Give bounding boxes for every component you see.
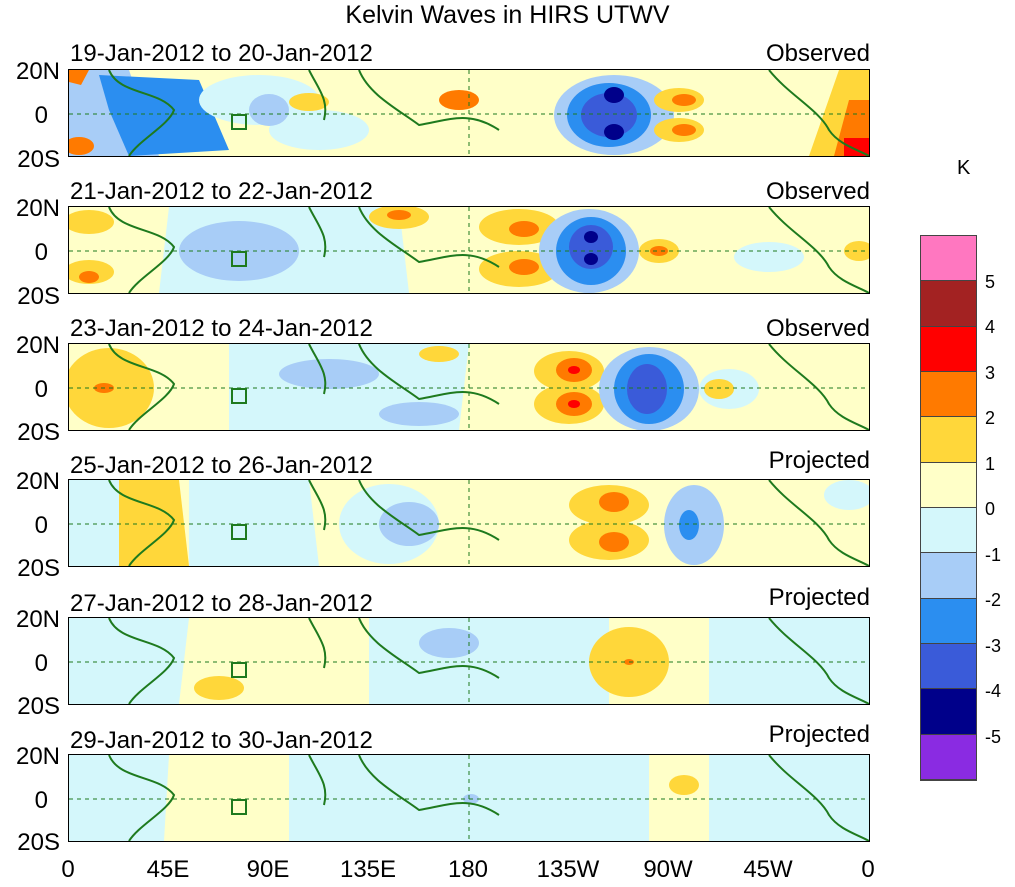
lon-label-45e: 45E: [146, 856, 190, 883]
colorbar-label-2: 2: [985, 408, 996, 428]
lat-label-0: 0: [34, 512, 48, 539]
panel-1-date-range: 19-Jan-2012 to 20-Jan-2012: [70, 40, 373, 67]
panel-4-date-range: 25-Jan-2012 to 26-Jan-2012: [70, 452, 373, 479]
lon-label-135e: 135E: [339, 856, 397, 883]
lat-label-0: 0: [34, 102, 48, 129]
colorbar: [920, 235, 977, 781]
lat-label-20s: 20S: [17, 555, 60, 582]
panel-4-status: Projected: [768, 447, 870, 474]
map-panel-4: [68, 479, 870, 567]
colorbar-segment: [921, 689, 976, 735]
map-panel-3: [68, 343, 870, 431]
colorbar-segment: [921, 417, 976, 463]
colorbar-segment: [921, 462, 976, 508]
lat-label-20n: 20N: [15, 332, 60, 359]
lat-label-20n: 20N: [15, 743, 60, 770]
colorbar-segment: [921, 644, 976, 690]
colorbar-segment: [921, 372, 976, 418]
lat-label-20s: 20S: [17, 829, 60, 856]
lat-label-20s: 20S: [17, 283, 60, 310]
map-panel-6: [68, 754, 870, 842]
colorbar-label-4: 4: [985, 317, 996, 337]
panel-5-status: Projected: [768, 584, 870, 611]
figure-title: Kelvin Waves in HIRS UTWV: [345, 1, 670, 29]
panel-6-status: Projected: [768, 721, 870, 748]
colorbar-label-3: 3: [985, 363, 996, 383]
colorbar-segment: [921, 553, 976, 599]
lon-label-0-end: 0: [861, 856, 875, 883]
colorbar-unit: K: [957, 157, 971, 179]
colorbar-label-neg3: -3: [985, 636, 1002, 656]
colorbar-label-0: 0: [985, 499, 996, 519]
lat-label-0: 0: [34, 239, 48, 266]
lon-label-0: 0: [61, 856, 75, 883]
lon-label-180: 180: [447, 856, 489, 883]
map-panel-2: [68, 206, 870, 294]
panel-2-date-range: 21-Jan-2012 to 22-Jan-2012: [70, 178, 373, 205]
lon-label-45w: 45W: [743, 856, 793, 883]
lat-label-20s: 20S: [17, 693, 60, 720]
lat-label-0: 0: [34, 787, 48, 814]
colorbar-segment: [921, 508, 976, 554]
colorbar-label-neg5: -5: [985, 727, 1002, 747]
colorbar-segment: [921, 281, 976, 327]
colorbar-segment: [921, 598, 976, 644]
lat-label-20n: 20N: [15, 606, 60, 633]
colorbar-label-5: 5: [985, 272, 996, 292]
panel-2-status: Observed: [765, 178, 870, 205]
map-panel-5: [68, 617, 870, 705]
colorbar-label-neg4: -4: [985, 681, 1002, 701]
panel-6-date-range: 29-Jan-2012 to 30-Jan-2012: [70, 727, 373, 754]
lat-label-20s: 20S: [17, 146, 60, 173]
colorbar-label-neg2: -2: [985, 590, 1002, 610]
lon-label-90e: 90E: [246, 856, 290, 883]
panel-3-status: Observed: [765, 315, 870, 342]
colorbar-segment: [921, 326, 976, 372]
colorbar-label-neg1: -1: [985, 545, 1002, 565]
panel-5-date-range: 27-Jan-2012 to 28-Jan-2012: [70, 590, 373, 617]
lat-label-20n: 20N: [15, 468, 60, 495]
lon-label-135w: 135W: [536, 856, 600, 883]
map-panel-1: [68, 69, 870, 157]
colorbar-label-1: 1: [985, 454, 996, 474]
colorbar-segment: [921, 734, 976, 780]
colorbar-segment: [921, 236, 976, 282]
lat-label-0: 0: [34, 376, 48, 403]
lat-label-0: 0: [34, 650, 48, 677]
panel-1-status: Observed: [765, 40, 870, 67]
lat-label-20s: 20S: [17, 419, 60, 446]
lat-label-20n: 20N: [15, 58, 60, 85]
lat-label-20n: 20N: [15, 195, 60, 222]
panel-3-date-range: 23-Jan-2012 to 24-Jan-2012: [70, 315, 373, 342]
lon-label-90w: 90W: [643, 856, 693, 883]
